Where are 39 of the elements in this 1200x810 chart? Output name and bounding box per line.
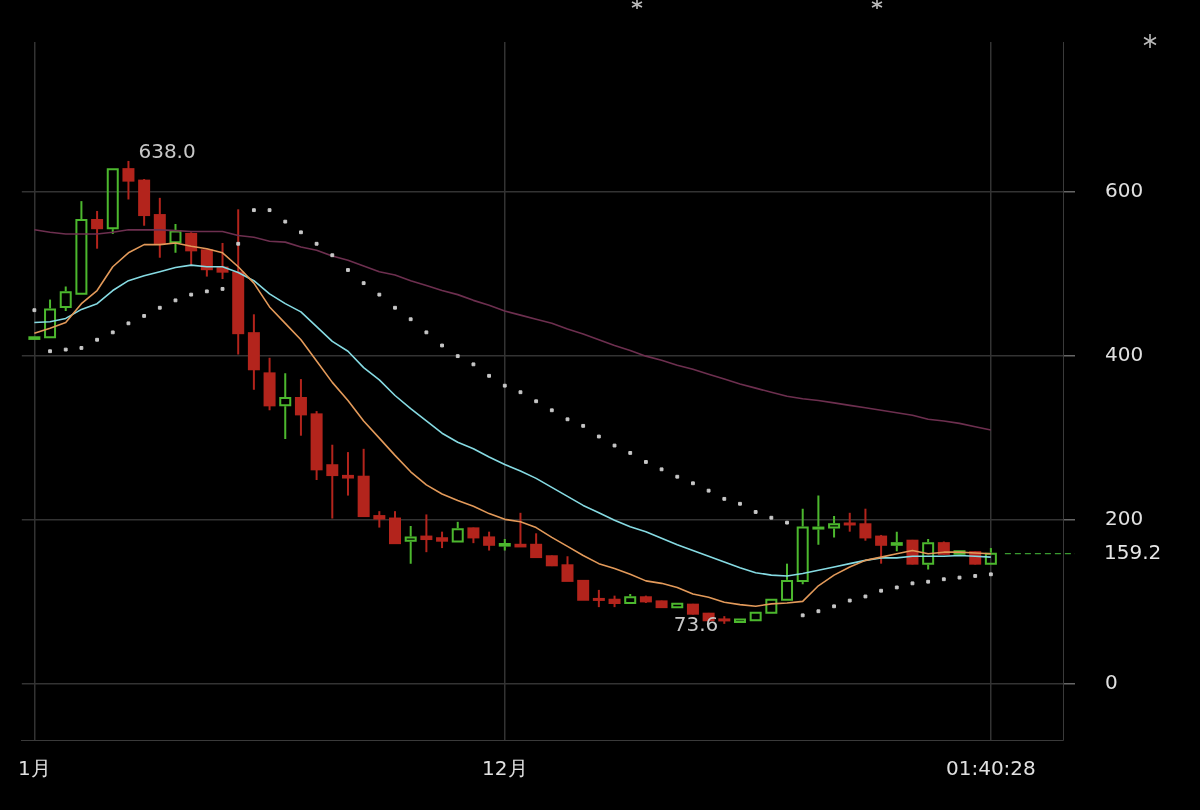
candlestick — [953, 550, 966, 555]
x-tick-label: 01:40:28 — [945, 756, 1036, 781]
candlestick — [326, 443, 339, 520]
candlestick — [451, 520, 464, 543]
candlestick — [530, 532, 543, 559]
candlestick — [828, 515, 841, 539]
candlestick — [28, 336, 41, 340]
y-tick-label: 400 — [1105, 342, 1144, 367]
candlestick — [875, 533, 888, 565]
annotation: 73.6 — [673, 612, 719, 637]
candlestick — [749, 611, 762, 622]
candlestick — [91, 209, 104, 250]
y-tick-label: 600 — [1105, 178, 1144, 203]
candlestick — [984, 547, 997, 565]
x-tick-label: 1月 — [18, 756, 51, 781]
candlestick — [294, 378, 307, 437]
candlestick — [733, 618, 746, 623]
candlestick — [341, 451, 354, 497]
candlestick — [890, 530, 903, 553]
candlestick — [843, 511, 856, 533]
candlestick — [122, 159, 135, 201]
candlestick — [498, 538, 511, 552]
annotation: 638.0 — [138, 139, 196, 164]
x-tick-label: 12月 — [482, 756, 528, 781]
y-tick-label: 0 — [1105, 670, 1118, 695]
ref-line-label: 159.2 — [1104, 539, 1162, 564]
candlestick — [561, 555, 574, 582]
y-tick-label: 200 — [1105, 506, 1144, 531]
candlestick — [75, 200, 88, 295]
candlestick — [812, 494, 825, 546]
candlestick — [671, 602, 684, 609]
candlestick — [279, 372, 292, 440]
candlestick — [59, 285, 72, 313]
candlestick — [859, 507, 872, 542]
candlestick — [404, 524, 417, 565]
candlestick — [577, 579, 590, 601]
candlestick — [169, 223, 182, 254]
candlestick — [796, 507, 809, 586]
candlestick — [483, 530, 496, 552]
